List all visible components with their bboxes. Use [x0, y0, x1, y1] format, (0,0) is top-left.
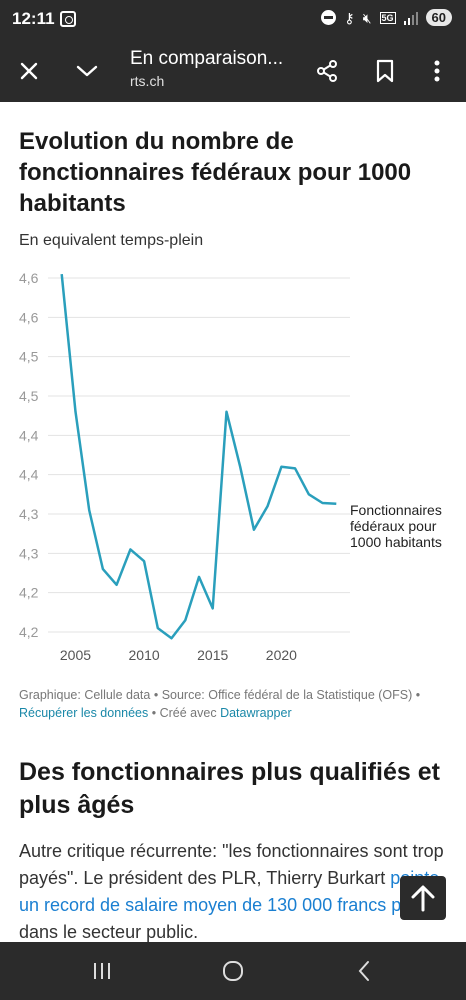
arrow-up-icon — [411, 885, 435, 912]
back-button[interactable] — [344, 956, 384, 986]
download-data-link[interactable]: Récupérer les données — [19, 706, 149, 720]
x-tick-label: 2020 — [266, 647, 297, 663]
x-tick-label: 2005 — [60, 647, 91, 663]
share-button[interactable] — [310, 54, 344, 88]
article-content: Evolution du nombre de fonctionnaires fé… — [0, 102, 466, 942]
y-tick-label: 4,5 — [19, 388, 39, 404]
status-bar: 12:11 ⚷ 🔇︎ 5G 60 — [0, 0, 466, 40]
chevron-down-icon — [76, 65, 98, 77]
y-tick-label: 4,5 — [19, 349, 39, 365]
back-icon — [358, 961, 369, 981]
mute-icon: 🔇︎ — [362, 9, 372, 26]
chart-notes: Graphique: Cellule data • Source: Office… — [19, 688, 421, 720]
signal-icon — [403, 11, 418, 25]
network-badge: 5G — [379, 11, 396, 24]
more-options-button[interactable] — [420, 54, 454, 88]
line-chart: 4,64,64,54,54,44,44,34,34,24,2 2005 2010 2… — [19, 270, 350, 663]
source-credit: Source: Office fédéral de la Statistique… — [161, 688, 413, 702]
more-vert-icon — [434, 60, 440, 82]
chart-title: Evolution du nombre de fonctionnaires fé… — [19, 128, 412, 217]
home-icon — [223, 961, 243, 981]
status-icons: ⚷ 🔇︎ 5G 60 — [321, 9, 452, 26]
bookmark-button[interactable] — [368, 54, 402, 88]
series-line — [60, 273, 337, 640]
y-tick-label: 4,2 — [19, 585, 39, 601]
bookmark-icon — [376, 59, 394, 83]
home-button[interactable] — [213, 956, 253, 986]
y-axis: 4,6 4,6 4,5 4,5 4,4 4,4 4,3 4,3 4,2 4,2 — [19, 270, 39, 640]
paragraph-text: Autre critique récurrente: "les fonction… — [19, 841, 444, 888]
x-axis: 2005 2010 2015 2020 — [60, 647, 297, 663]
custom-tab-toolbar: En comparaison... rts.ch — [0, 40, 466, 102]
created-with-text: Créé avec — [159, 706, 217, 720]
battery-indicator: 60 — [425, 9, 452, 26]
y-tick-label: 4,3 — [19, 545, 39, 561]
y-tick-label: 4,3 — [19, 506, 39, 522]
system-navigation-bar — [0, 942, 466, 1000]
minimize-button[interactable] — [70, 54, 104, 88]
section-heading: Des fonctionnaires plus qualifiés et plu… — [19, 758, 440, 819]
article-paragraph: Autre critique récurrente: "les fonction… — [19, 838, 449, 942]
y-tick-label: 4,2 — [19, 624, 39, 640]
y-tick-label: 4,4 — [19, 467, 39, 483]
x-tick-label: 2015 — [197, 647, 228, 663]
y-tick-label: 4,6 — [19, 270, 39, 286]
paragraph-text-end: dans le secteur public. — [19, 922, 199, 942]
chart-grid — [48, 277, 350, 633]
graphic-credit: Graphique: Cellule data — [19, 688, 151, 702]
page-domain: rts.ch — [130, 73, 165, 89]
close-button[interactable] — [12, 54, 46, 88]
do-not-disturb-icon — [321, 10, 337, 25]
y-tick-label: 4,4 — [19, 427, 39, 443]
y-tick-label: 4,6 — [19, 309, 39, 325]
series-label: Fonctionnaires fédéraux pour 1000 habita… — [350, 502, 442, 550]
chart-series — [60, 273, 337, 640]
share-icon — [317, 60, 337, 82]
recent-apps-button[interactable] — [82, 956, 122, 986]
key-icon: ⚷ — [344, 9, 355, 26]
x-tick-label: 2010 — [129, 647, 160, 663]
close-icon — [20, 62, 38, 80]
datawrapper-link[interactable]: Datawrapper — [220, 706, 292, 720]
page-title: En comparaison... — [130, 48, 284, 69]
recent-apps-icon — [94, 963, 110, 979]
scroll-to-top-button[interactable] — [400, 876, 446, 920]
status-time: 12:11 — [12, 9, 55, 28]
screen-record-icon — [60, 11, 76, 27]
chart-subtitle: En equivalent temps-plein — [19, 232, 204, 249]
